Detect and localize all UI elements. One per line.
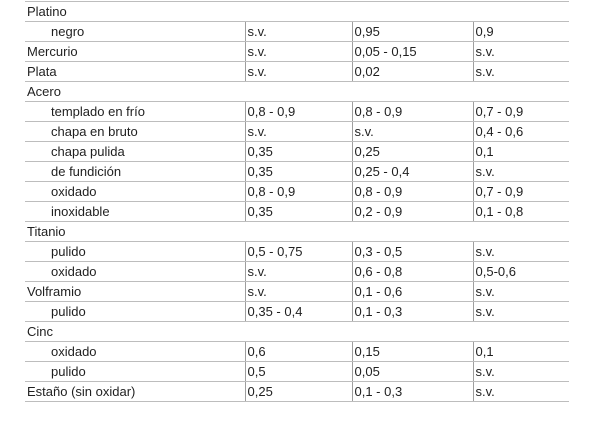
table-row: oxidado 0,8 - 0,9 0,8 - 0,9 0,7 - 0,9 [25,181,569,202]
emissivity-value-3: s.v. [472,61,569,82]
emissivity-value-2: 0,25 - 0,4 [351,161,473,182]
material-name: Estaño (sin oxidar) [25,381,245,402]
table-row: negro s.v. 0,95 0,9 [25,21,569,42]
material-group-row: Cinc [25,321,569,342]
emissivity-value-3: 0,5-0,6 [472,261,569,282]
material-group-row: Platino [25,1,569,22]
material-name: templado en frío [25,101,245,122]
emissivity-value-2: 0,2 - 0,9 [351,201,473,222]
emissivity-value-1: 0,35 [244,161,352,182]
emissivity-value-2: 0,3 - 0,5 [351,241,473,262]
emissivity-value-3: 0,1 [472,341,569,362]
emissivity-value-1: 0,8 - 0,9 [244,101,352,122]
emissivity-value-2: 0,8 - 0,9 [351,101,473,122]
emissivity-value-2: 0,8 - 0,9 [351,181,473,202]
table-row: Estaño (sin oxidar) 0,25 0,1 - 0,3 s.v. [25,381,569,402]
material-name: pulido [25,241,245,262]
emissivity-value-3: s.v. [472,281,569,302]
emissivity-value-2: 0,25 [351,141,473,162]
emissivity-value-3: s.v. [472,361,569,382]
emissivity-value-1: 0,35 [244,141,352,162]
table-row: pulido 0,35 - 0,4 0,1 - 0,3 s.v. [25,301,569,322]
emissivity-value-1: s.v. [244,281,352,302]
table-row: templado en frío 0,8 - 0,9 0,8 - 0,9 0,7 - … [25,101,569,122]
material-name: chapa pulida [25,141,245,162]
material-group-row: Acero [25,81,569,102]
table-row: chapa en bruto s.v. s.v. 0,4 - 0,6 [25,121,569,142]
material-name: pulido [25,361,245,382]
emissivity-value-2: 0,1 - 0,3 [351,381,473,402]
material-group-name: Platino [25,1,569,22]
table-row: oxidado s.v. 0,6 - 0,8 0,5-0,6 [25,261,569,282]
material-group-name: Acero [25,81,569,102]
emissivity-value-3: s.v. [472,241,569,262]
table-row: Volframio s.v. 0,1 - 0,6 s.v. [25,281,569,302]
table-row: chapa pulida 0,35 0,25 0,1 [25,141,569,162]
emissivity-value-2: s.v. [351,121,473,142]
emissivity-value-1: 0,5 [244,361,352,382]
emissivity-value-2: 0,02 [351,61,473,82]
emissivity-value-2: 0,95 [351,21,473,42]
emissivity-value-3: 0,7 - 0,9 [472,101,569,122]
emissivity-value-3: s.v. [472,381,569,402]
emissivity-value-1: s.v. [244,121,352,142]
material-name: oxidado [25,341,245,362]
emissivity-value-1: s.v. [244,61,352,82]
emissivity-value-3: 0,1 [472,141,569,162]
emissivity-value-2: 0,1 - 0,3 [351,301,473,322]
material-group-name: Titanio [25,221,569,242]
table-row: oxidado 0,6 0,15 0,1 [25,341,569,362]
emissivity-value-2: 0,15 [351,341,473,362]
table-row: pulido 0,5 0,05 s.v. [25,361,569,382]
table-row: pulido 0,5 - 0,75 0,3 - 0,5 s.v. [25,241,569,262]
emissivity-value-2: 0,1 - 0,6 [351,281,473,302]
material-name: Volframio [25,281,245,302]
emissivity-value-2: 0,6 - 0,8 [351,261,473,282]
emissivity-value-3: s.v. [472,301,569,322]
emissivity-value-1: s.v. [244,41,352,62]
table-body: Platino negro s.v. 0,95 0,9 Mercurio s.v. 0,05 … [25,1,569,402]
emissivity-table: Platino negro s.v. 0,95 0,9 Mercurio s.v. 0,05 … [25,1,569,402]
emissivity-value-3: 0,9 [472,21,569,42]
material-name: inoxidable [25,201,245,222]
emissivity-value-3: 0,7 - 0,9 [472,181,569,202]
table-row: de fundición 0,35 0,25 - 0,4 s.v. [25,161,569,182]
table-row: inoxidable 0,35 0,2 - 0,9 0,1 - 0,8 [25,201,569,222]
emissivity-value-3: s.v. [472,161,569,182]
material-group-name: Cinc [25,321,569,342]
emissivity-value-1: s.v. [244,21,352,42]
material-name: chapa en bruto [25,121,245,142]
table-row: Plata s.v. 0,02 s.v. [25,61,569,82]
material-group-row: Titanio [25,221,569,242]
emissivity-value-3: 0,1 - 0,8 [472,201,569,222]
material-name: Plata [25,61,245,82]
material-name: de fundición [25,161,245,182]
material-name: Mercurio [25,41,245,62]
emissivity-value-2: 0,05 [351,361,473,382]
table-row: Mercurio s.v. 0,05 - 0,15 s.v. [25,41,569,62]
material-name: pulido [25,301,245,322]
emissivity-value-2: 0,05 - 0,15 [351,41,473,62]
emissivity-value-1: 0,6 [244,341,352,362]
emissivity-value-1: 0,35 - 0,4 [244,301,352,322]
emissivity-value-3: 0,4 - 0,6 [472,121,569,142]
emissivity-value-1: 0,35 [244,201,352,222]
emissivity-value-3: s.v. [472,41,569,62]
emissivity-value-1: 0,25 [244,381,352,402]
material-name: oxidado [25,181,245,202]
emissivity-value-1: 0,8 - 0,9 [244,181,352,202]
emissivity-value-1: 0,5 - 0,75 [244,241,352,262]
material-name: negro [25,21,245,42]
material-name: oxidado [25,261,245,282]
emissivity-value-1: s.v. [244,261,352,282]
